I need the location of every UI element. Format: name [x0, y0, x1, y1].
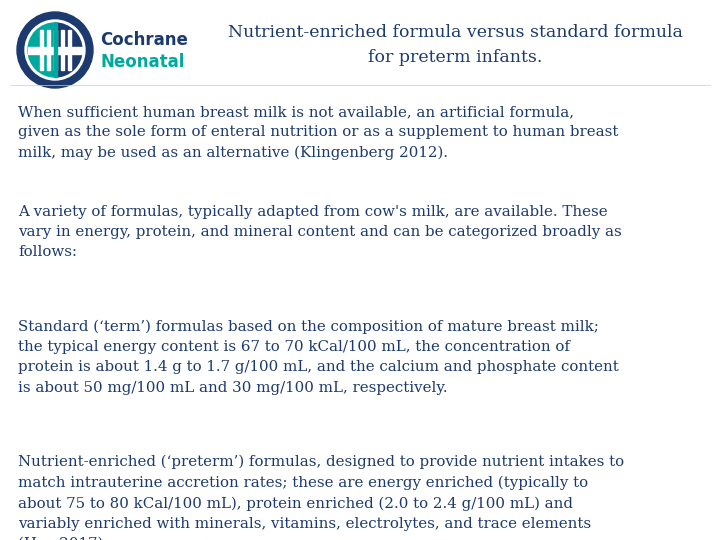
Wedge shape [55, 23, 82, 77]
Bar [53, 30, 56, 46]
Bar [68, 30, 71, 46]
Wedge shape [28, 23, 55, 77]
Text: Cochrane: Cochrane [100, 31, 188, 49]
Bar [60, 30, 63, 46]
Bar [60, 54, 63, 70]
Text: Nutrient-enriched (‘preterm’) formulas, designed to provide nutrient intakes to
: Nutrient-enriched (‘preterm’) formulas, … [18, 455, 624, 540]
Bar [40, 30, 42, 46]
Bar [47, 54, 50, 70]
Text: Standard (‘term’) formulas based on the composition of mature breast milk;
the t: Standard (‘term’) formulas based on the … [18, 320, 618, 395]
Text: Nutrient-enriched formula versus standard formula
for preterm infants.: Nutrient-enriched formula versus standar… [228, 24, 683, 66]
Text: When sufficient human breast milk is not available, an artificial formula,
given: When sufficient human breast milk is not… [18, 105, 618, 160]
Bar [47, 30, 50, 46]
Text: Neonatal: Neonatal [100, 53, 184, 71]
Bar [53, 23, 56, 77]
Circle shape [17, 12, 93, 88]
Circle shape [25, 20, 85, 80]
Bar [68, 54, 71, 70]
Bar [40, 54, 42, 70]
Text: A variety of formulas, typically adapted from cow's milk, are available. These
v: A variety of formulas, typically adapted… [18, 205, 622, 259]
Bar [53, 54, 56, 70]
Bar [28, 46, 82, 53]
